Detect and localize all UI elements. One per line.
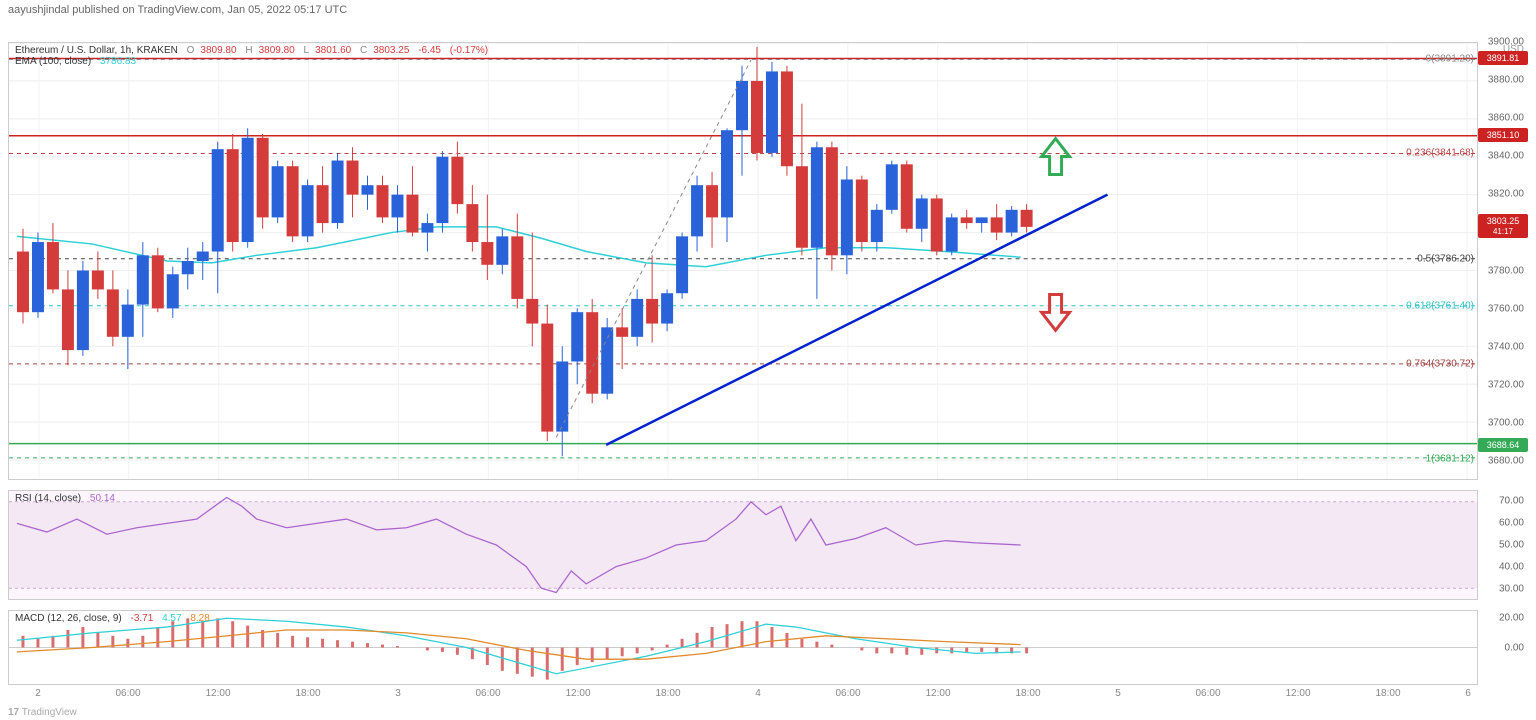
chart-container: Ethereum / U.S. Dollar, 1h, KRAKEN O3809…	[0, 20, 1536, 720]
tradingview-watermark: 17 TradingView	[8, 707, 77, 718]
rsi-panel[interactable]: RSI (14, close) 50.14	[8, 490, 1478, 600]
y-axis-rsi: 30.0040.0050.0060.0070.00	[1478, 490, 1528, 600]
pair-name: Ethereum / U.S. Dollar, 1h, KRAKEN	[15, 45, 178, 56]
macd-legend: MACD (12, 26, close, 9) -3.71 4.57 8.28	[15, 613, 216, 624]
ema-legend: EMA (100, close)	[15, 56, 91, 67]
y-axis-macd: 0.0020.00	[1478, 610, 1528, 685]
rsi-legend: RSI (14, close) 50.14	[15, 493, 121, 504]
main-legend: Ethereum / U.S. Dollar, 1h, KRAKEN O3809…	[15, 45, 494, 67]
publish-header: aayushjindal published on TradingView.co…	[0, 0, 1536, 20]
time-axis: 206:0012:0018:00306:0012:0018:00406:0012…	[8, 688, 1478, 708]
y-axis-main: USD 3680.003700.003720.003740.003760.003…	[1478, 42, 1528, 480]
main-chart[interactable]: Ethereum / U.S. Dollar, 1h, KRAKEN O3809…	[8, 42, 1478, 480]
macd-panel[interactable]: MACD (12, 26, close, 9) -3.71 4.57 8.28	[8, 610, 1478, 685]
